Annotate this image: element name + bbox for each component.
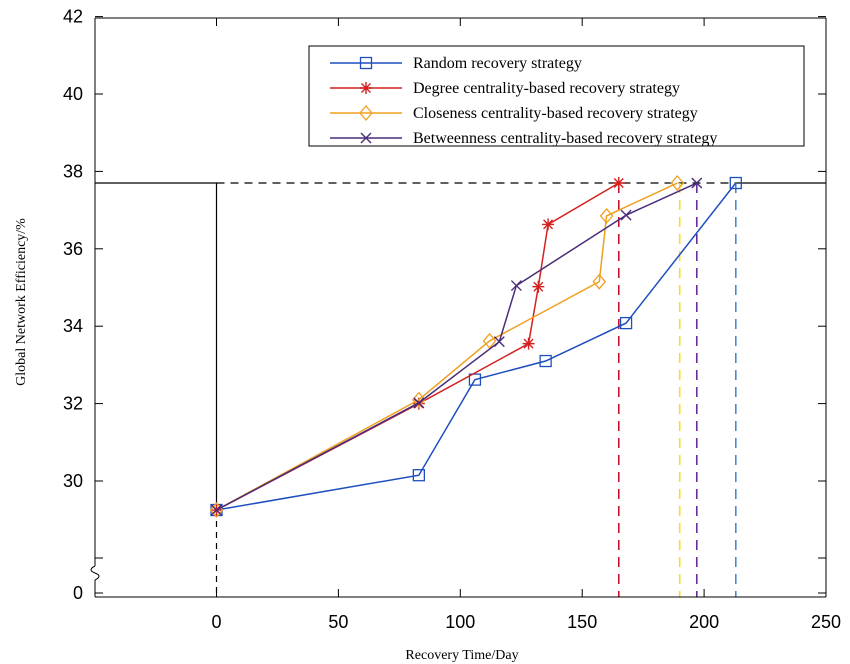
legend-label: Betweenness centrality-based recovery st…	[413, 130, 717, 147]
data-point-x	[493, 336, 505, 348]
data-point-square	[412, 469, 426, 482]
series-line	[216, 182, 678, 511]
data-point-square	[619, 316, 633, 330]
data-point-x	[211, 504, 222, 516]
data-point-diamond	[592, 273, 607, 290]
data-point-asterisk	[542, 218, 555, 231]
legend-item: Betweenness centrality-based recovery st…	[330, 130, 717, 147]
legend-item: Closeness centrality-based recovery stra…	[330, 105, 698, 122]
data-point-diamond	[670, 175, 685, 192]
legend-label: Degree centrality-based recovery strateg…	[413, 80, 680, 97]
y-tick-label: 38	[63, 161, 83, 181]
y-tick-label: 36	[63, 239, 83, 259]
legend-item: Degree centrality-based recovery strateg…	[330, 80, 680, 97]
x-tick-label: 150	[567, 612, 597, 632]
data-point-diamond	[482, 332, 497, 349]
x-tick-label: 200	[689, 612, 719, 632]
data-point-x	[413, 397, 425, 409]
data-point-asterisk	[612, 177, 625, 190]
y-tick-label: 30	[63, 471, 83, 491]
series-3	[209, 175, 685, 519]
data-point-square	[468, 373, 482, 386]
series-line	[216, 182, 737, 511]
legend: Random recovery strategy Degree centralit…	[308, 45, 805, 147]
end-time-lines	[617, 183, 737, 597]
x-tick-label: 250	[811, 612, 841, 632]
axes: 0 30 32 34 36 38 40 42 0 50 100 150 200 250	[63, 7, 841, 632]
legend-label: Closeness centrality-based recovery stra…	[413, 105, 698, 122]
legend-label: Random recovery strategy	[413, 55, 582, 72]
legend-marker-asterisk	[360, 82, 372, 94]
x-tick-label: 50	[328, 612, 348, 632]
y-tick-label: 40	[63, 84, 83, 104]
data-point-square	[539, 354, 552, 368]
y-tick-label: 32	[63, 394, 83, 414]
data-point-diamond	[411, 391, 426, 408]
legend-marker-square	[359, 56, 373, 70]
legend-marker-x	[360, 132, 372, 144]
data-point-square	[729, 176, 742, 190]
data-point-x	[691, 177, 703, 189]
data-point-asterisk	[532, 280, 545, 293]
legend-item: Random recovery strategy	[330, 55, 582, 72]
x-axis-title: Recovery Time/Day	[405, 648, 518, 663]
reference-lines	[95, 182, 826, 597]
data-point-x	[620, 209, 632, 221]
series-line	[216, 182, 698, 511]
series-layer	[209, 175, 742, 519]
series-4	[211, 177, 703, 516]
y-tick-label: 34	[63, 316, 83, 336]
data-point-asterisk	[522, 337, 535, 350]
y-axis-title: Global Network Efficiency/%	[14, 218, 29, 386]
data-point-x	[510, 280, 522, 292]
series-1	[210, 176, 742, 517]
y-tick-label: 42	[63, 7, 83, 27]
series-line	[216, 182, 620, 511]
series-2	[210, 177, 625, 517]
y-tick-label: 0	[73, 583, 83, 603]
y-axis-break-mark	[90, 565, 100, 581]
legend-marker-diamond	[359, 105, 373, 121]
x-tick-label: 100	[445, 612, 475, 632]
x-tick-label: 0	[211, 612, 221, 632]
data-point-diamond	[599, 207, 614, 224]
